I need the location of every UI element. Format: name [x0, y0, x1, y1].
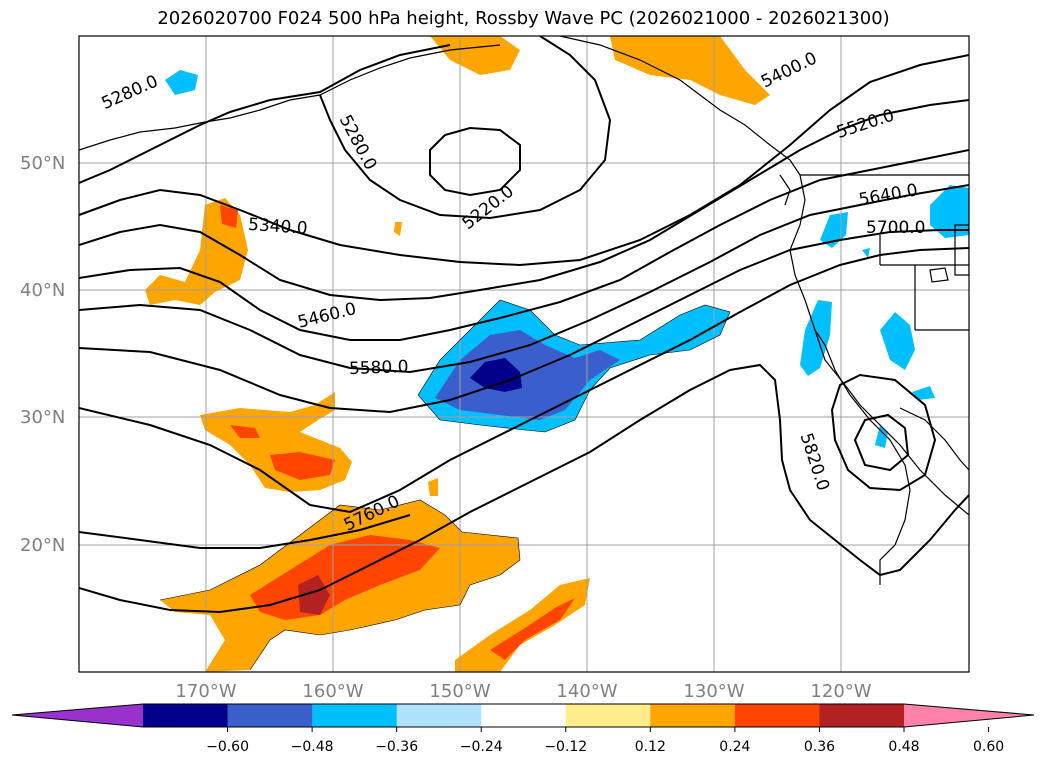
colorbar-cell	[227, 704, 313, 727]
colorbar-tick-label: −0.12	[544, 739, 587, 755]
colorbar-tick-label: −0.48	[291, 739, 334, 755]
colorbar-tick-label: 0.24	[719, 739, 750, 755]
shading-outlines	[159, 299, 731, 671]
colorbar-tick-label: −0.60	[206, 739, 249, 755]
lat-tick-label: 30°N	[20, 407, 65, 428]
colorbar-tick-label: 0.48	[888, 739, 919, 755]
colorbar-cell	[734, 704, 820, 727]
lon-tick-label: 140°W	[556, 681, 617, 702]
map-frame	[78, 35, 970, 673]
colorbar-cell	[396, 704, 482, 727]
colorbar-cell	[312, 704, 398, 727]
colorbar-cell	[650, 704, 736, 727]
lon-tick-label: 120°W	[810, 681, 871, 702]
colorbar-cell	[819, 704, 905, 727]
positive-anomaly-shading	[145, 36, 770, 672]
lon-tick-label: 170°W	[175, 681, 236, 702]
map-panel: 5280.0 5280.0 5220.0 5340.0 5400.0 5520.…	[79, 36, 969, 672]
lon-tick-label: 150°W	[429, 681, 490, 702]
colorbar-outline	[11, 703, 1035, 728]
colorbar-extend-high	[904, 704, 1034, 727]
colorbar-extend-low	[12, 704, 143, 727]
lon-tick-label: 130°W	[683, 681, 744, 702]
colorbar-cells	[143, 704, 905, 727]
colorbar-tick-label: −0.24	[460, 739, 503, 755]
lat-tick-label: 50°N	[20, 153, 65, 174]
lon-tick-label: 160°W	[302, 681, 363, 702]
contour-label: 5580.0	[349, 357, 409, 379]
colorbar-cell	[481, 704, 567, 727]
colorbar-tick-label: 0.60	[973, 739, 1004, 755]
height-contours	[79, 36, 969, 614]
contour-label: 5340.0	[247, 215, 308, 239]
colorbar-ticks: −0.60 −0.48 −0.36 −0.24 −0.12 0.12 0.24 0.36 0.4…	[206, 727, 1004, 755]
map-title: 2026020700 F024 500 hPa height, Rossby W…	[157, 8, 890, 29]
lat-tick-label: 40°N	[20, 280, 65, 301]
colorbar-cell	[565, 704, 651, 727]
colorbar-cell	[143, 704, 229, 727]
coastlines	[79, 36, 969, 585]
lat-tick-label: 20°N	[20, 535, 65, 556]
colorbar-tick-label: −0.36	[375, 739, 418, 755]
colorbar-tick-label: 0.12	[635, 739, 666, 755]
graticule	[79, 36, 969, 672]
contour-label: 5700.0	[866, 218, 925, 238]
longitude-axis: 170°W 160°W 150°W 140°W 130°W 120°W	[175, 681, 871, 702]
latitude-axis: 50°N 40°N 30°N 20°N	[20, 153, 65, 556]
colorbar: −0.60 −0.48 −0.36 −0.24 −0.12 0.12 0.24 0.36 0.4…	[11, 703, 1035, 755]
colorbar-tick-label: 0.36	[804, 739, 835, 755]
